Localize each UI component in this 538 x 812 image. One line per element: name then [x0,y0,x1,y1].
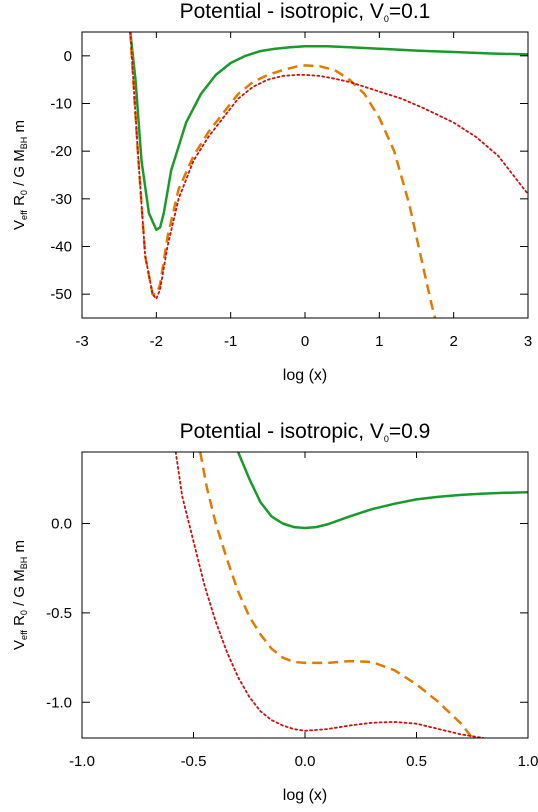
chart-bottom-x-tick-label: -0.5 [181,753,207,770]
chart-top-x-tick-label: -3 [75,333,88,350]
chart-bottom-series-dashed-line [198,452,474,738]
chart-bottom-series-solid-line [236,452,528,530]
chart-top-y-tick-label: -20 [50,143,72,160]
chart-bottom-series-dotted-line [174,452,485,738]
chart-top-x-tick-label: 3 [524,333,532,350]
chart-bottom-y-tick-label: -1.0 [46,694,72,711]
chart-top-y-axis-label: Veff R0 / G MBH m [11,120,29,230]
chart-bottom-title: Potential - isotropic, V0=0.9 [180,420,431,444]
chart-bottom: Potential - isotropic, V0=0.9 -1.0 -0.5 0.… [11,420,538,804]
chart-bottom-y-axis-label: Veff R0 / G MBH m [11,540,29,650]
chart-top-title: Potential - isotropic, V0=0.1 [180,0,431,24]
chart-top: Potential - isotropic, V0=0.1 -3 -2 -1 0 1 2 3… [11,0,532,384]
chart-top-series-group [129,32,528,318]
chart-bottom-x-tick-label: -1.0 [69,753,95,770]
chart-bottom-x-tick-label: 0.5 [406,753,427,770]
chart-bottom-y-tick-label: 0.0 [51,516,72,533]
chart-top-series-dotted-line [129,32,528,300]
chart-top-series-solid-line [129,32,528,232]
chart-bottom-ticks: -1.0 -0.5 0.0 0.5 1.0 0.0 -0.5 -1.0 [46,452,538,770]
chart-top-x-axis-label: log (x) [283,367,327,384]
chart-top-y-tick-label: -10 [50,96,72,113]
chart-bottom-series-group [174,452,528,738]
chart-top-y-tick-label: -40 [50,239,72,256]
chart-bottom-y-tick-label: -0.5 [46,605,72,622]
chart-top-series-dashed-line [129,32,437,318]
chart-top-ticks: -3 -2 -1 0 1 2 30-10-20-30-40-50 [50,32,532,350]
chart-top-x-tick-label: -1 [224,333,237,350]
chart-bottom-x-tick-label: 1.0 [518,753,538,770]
chart-top-y-tick-label: -30 [50,191,72,208]
chart-top-x-tick-label: 0 [301,333,309,350]
chart-top-x-tick-label: -2 [150,333,163,350]
chart-bottom-x-tick-label: 0.0 [295,753,316,770]
chart-top-x-tick-label: 1 [375,333,383,350]
chart-top-x-tick-label: 2 [449,333,457,350]
chart-bottom-x-axis-label: log (x) [283,787,327,804]
chart-top-y-tick-label: 0 [64,48,72,65]
chart-top-y-tick-label: -50 [50,286,72,303]
